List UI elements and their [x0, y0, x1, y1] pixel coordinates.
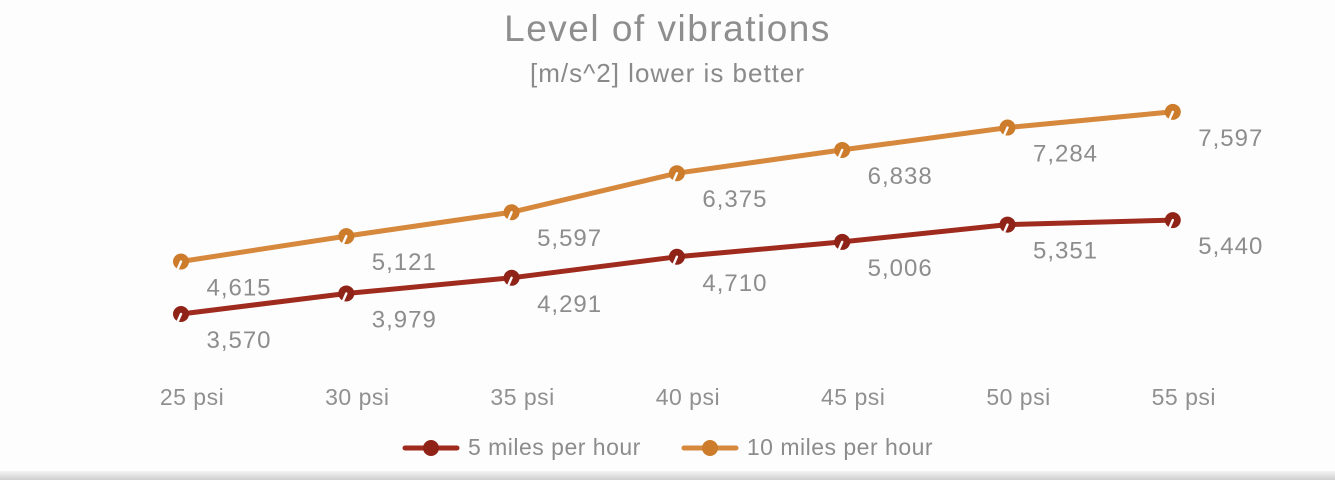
legend-item-5mph: 5 miles per hour	[402, 434, 641, 461]
marker-notch	[836, 148, 844, 161]
data-label: 6,838	[868, 163, 933, 190]
legend-line-icon	[402, 439, 460, 456]
legend: 5 miles per hour 10 miles per hour	[0, 434, 1335, 461]
marker-notch	[340, 234, 348, 247]
data-label: 7,284	[1033, 141, 1098, 168]
marker-notch	[506, 211, 513, 224]
x-axis-label: 40 psi	[656, 384, 720, 410]
data-label: 5,597	[537, 225, 602, 252]
data-label: 5,351	[1033, 238, 1098, 265]
line-series-5mph	[178, 217, 1176, 317]
marker-notch	[1002, 223, 1009, 236]
marker-notch	[836, 240, 844, 253]
marker-notch	[340, 292, 348, 305]
bottom-edge-shadow	[0, 471, 1335, 480]
data-label: 6,375	[702, 186, 767, 213]
marker-notch	[671, 171, 679, 184]
data-label: 3,979	[372, 306, 437, 333]
data-label: 5,440	[1198, 233, 1263, 260]
legend-item-10mph: 10 miles per hour	[681, 434, 933, 461]
data-label: 4,710	[702, 270, 767, 297]
data-label: 4,291	[537, 291, 602, 318]
legend-label: 5 miles per hour	[467, 434, 641, 460]
legend-label: 10 miles per hour	[746, 434, 934, 460]
line-series-10mph	[178, 109, 1176, 264]
legend-marker	[701, 439, 718, 456]
marker-notch	[1002, 126, 1009, 139]
marker-notch	[1167, 110, 1175, 123]
x-axis-label: 25 psi	[160, 384, 224, 410]
marker-notch	[1167, 218, 1175, 231]
x-axis-label: 30 psi	[325, 384, 389, 410]
marker-notch	[175, 260, 183, 273]
marker-notch	[506, 276, 513, 289]
legend-marker	[422, 439, 439, 456]
x-axis-label: 50 psi	[986, 384, 1050, 410]
data-label: 5,121	[372, 249, 437, 276]
data-label: 4,615	[206, 275, 271, 302]
data-label: 3,570	[206, 327, 271, 354]
x-axis-label: 35 psi	[490, 384, 554, 410]
legend-line-icon	[681, 439, 739, 456]
data-label: 5,006	[868, 255, 933, 282]
marker-notch	[175, 312, 183, 325]
data-label: 7,597	[1198, 125, 1263, 152]
x-axis-label: 45 psi	[821, 384, 885, 410]
marker-notch	[671, 255, 679, 268]
x-axis-label: 55 psi	[1152, 384, 1216, 410]
